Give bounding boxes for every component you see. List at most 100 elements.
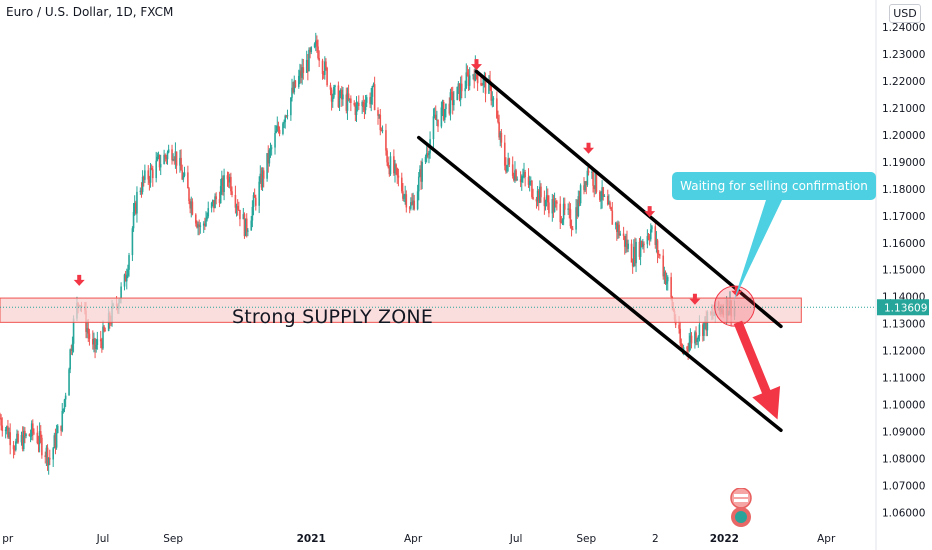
candle bbox=[329, 82, 332, 96]
candle bbox=[442, 99, 445, 122]
candle bbox=[150, 164, 153, 171]
candle bbox=[659, 253, 661, 259]
candle bbox=[355, 96, 358, 122]
candle bbox=[400, 172, 403, 194]
time-tick-label: pr bbox=[2, 533, 14, 545]
candle bbox=[131, 226, 134, 262]
candle bbox=[646, 229, 649, 249]
candle bbox=[622, 226, 625, 241]
candle bbox=[17, 430, 19, 444]
candle bbox=[587, 166, 590, 176]
time-tick-label: Jul bbox=[96, 533, 110, 545]
time-tick-label: Apr bbox=[817, 533, 836, 545]
candle bbox=[251, 200, 254, 228]
candle bbox=[334, 84, 336, 95]
candle bbox=[285, 114, 288, 118]
candle bbox=[404, 185, 406, 205]
candle bbox=[141, 170, 144, 195]
candle bbox=[473, 69, 476, 89]
candle bbox=[579, 183, 582, 206]
candle bbox=[182, 172, 185, 183]
candle bbox=[197, 221, 199, 236]
candle bbox=[496, 91, 498, 119]
candle bbox=[324, 56, 326, 80]
candle bbox=[267, 145, 270, 173]
candle bbox=[592, 168, 594, 193]
time-tick-label: Apr bbox=[404, 533, 423, 545]
candle bbox=[274, 125, 276, 155]
candle bbox=[417, 172, 420, 201]
candle bbox=[497, 110, 499, 124]
candle bbox=[416, 184, 419, 211]
candle bbox=[632, 239, 635, 268]
candle bbox=[611, 202, 614, 225]
candle bbox=[514, 161, 516, 184]
candle bbox=[583, 177, 585, 195]
candle bbox=[362, 95, 365, 113]
candle bbox=[593, 185, 595, 198]
candle bbox=[132, 202, 135, 232]
candle bbox=[276, 116, 279, 132]
candle bbox=[427, 146, 429, 159]
candle bbox=[144, 164, 146, 184]
candle bbox=[631, 258, 634, 274]
candle bbox=[464, 80, 466, 99]
candle bbox=[424, 154, 427, 165]
candle bbox=[662, 249, 665, 280]
candle bbox=[314, 32, 317, 52]
candle bbox=[30, 420, 33, 441]
candle bbox=[242, 207, 245, 220]
candle bbox=[433, 107, 436, 119]
candle bbox=[664, 270, 667, 285]
candle bbox=[245, 213, 248, 238]
candle bbox=[135, 200, 137, 215]
price-tick-label: 1.16000 bbox=[882, 238, 925, 250]
candle bbox=[640, 240, 643, 248]
candle bbox=[29, 429, 32, 443]
price-tick-label: 1.18000 bbox=[882, 184, 925, 196]
candle bbox=[56, 424, 59, 434]
candle bbox=[254, 194, 257, 211]
candle bbox=[133, 195, 136, 216]
candle bbox=[511, 156, 514, 179]
candle bbox=[283, 119, 285, 129]
candle bbox=[567, 203, 569, 215]
candle bbox=[202, 221, 205, 233]
candle bbox=[183, 166, 186, 178]
candle bbox=[500, 129, 503, 148]
currency-button[interactable]: USD bbox=[889, 4, 921, 23]
candle bbox=[530, 176, 532, 186]
candle bbox=[488, 75, 490, 95]
candle bbox=[247, 228, 249, 237]
candle bbox=[451, 86, 454, 115]
candle bbox=[548, 195, 550, 218]
candle bbox=[378, 113, 380, 119]
candle bbox=[356, 101, 359, 112]
price-axis[interactable]: 1.06000 1.07000 1.08000 1.09000 1.10000 1.110… bbox=[882, 22, 925, 520]
candle bbox=[570, 219, 573, 237]
candle bbox=[270, 144, 273, 156]
time-tick-label: Jul bbox=[509, 533, 523, 545]
candle bbox=[300, 64, 302, 84]
candle bbox=[277, 121, 280, 134]
candle bbox=[262, 167, 265, 188]
candle bbox=[364, 95, 367, 115]
candle bbox=[481, 82, 483, 86]
candle bbox=[507, 152, 509, 172]
candle bbox=[524, 169, 526, 187]
time-tick-label: 2021 bbox=[297, 533, 326, 545]
candle bbox=[7, 419, 9, 439]
time-tick-label: Sep bbox=[163, 533, 183, 545]
sell-arrow-icon bbox=[583, 142, 595, 154]
candle bbox=[164, 153, 167, 162]
time-axis[interactable]: pr Jul Sep 2021 Apr Jul Sep 2 2022 Apr bbox=[2, 533, 836, 545]
candle bbox=[214, 193, 216, 209]
candle bbox=[625, 233, 627, 254]
candle bbox=[381, 125, 384, 134]
candle bbox=[453, 91, 455, 111]
candle bbox=[44, 451, 47, 464]
candle bbox=[307, 53, 309, 81]
candle bbox=[47, 457, 50, 475]
candle bbox=[626, 230, 628, 253]
